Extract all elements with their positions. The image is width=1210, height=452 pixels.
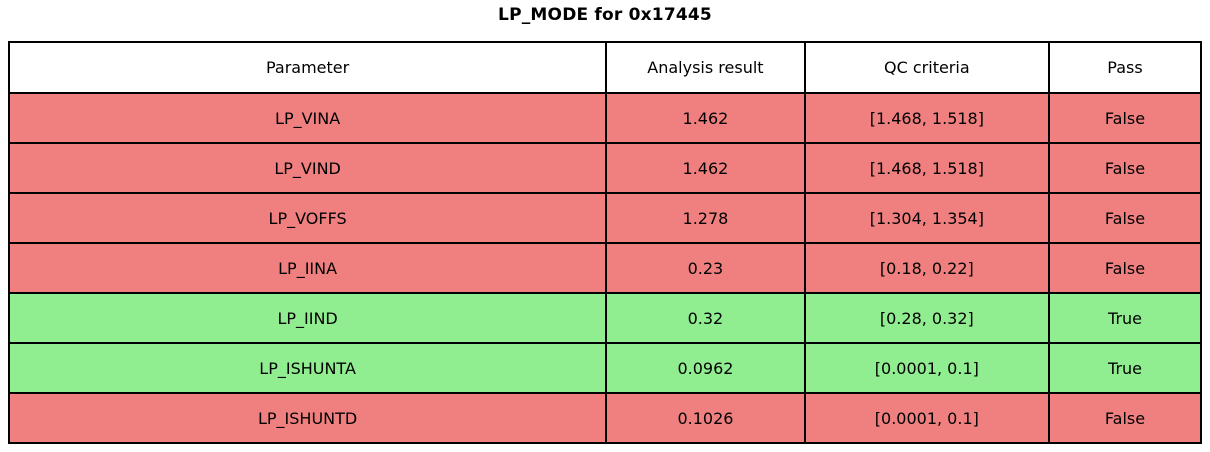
parameter-cell: LP_ISHUNTD <box>7 392 608 444</box>
pass-cell: True <box>1048 292 1202 344</box>
parameter-cell: LP_IINA <box>7 242 608 294</box>
table-header: Parameter Analysis result QC criteria Pa… <box>7 41 1202 94</box>
pass-cell: False <box>1048 92 1202 144</box>
analysis-result-cell: 1.278 <box>605 192 806 244</box>
analysis-result-cell: 0.23 <box>605 242 806 294</box>
column-header-qc-criteria: QC criteria <box>803 41 1051 94</box>
header-row: Parameter Analysis result QC criteria Pa… <box>7 41 1202 94</box>
column-header-parameter: Parameter <box>7 41 608 94</box>
qc-criteria-cell: [0.0001, 0.1] <box>803 342 1051 394</box>
parameter-cell: LP_VINA <box>7 92 608 144</box>
parameter-cell: LP_VIND <box>7 142 608 194</box>
chart-title: LP_MODE for 0x17445 <box>498 5 712 25</box>
table-row: LP_VOFFS 1.278 [1.304, 1.354] False <box>7 192 1202 244</box>
qc-criteria-cell: [1.468, 1.518] <box>803 92 1051 144</box>
qc-criteria-cell: [1.468, 1.518] <box>803 142 1051 194</box>
table-body: LP_VINA 1.462 [1.468, 1.518] False LP_VIND 1.… <box>7 92 1202 444</box>
qc-criteria-cell: [0.18, 0.22] <box>803 242 1051 294</box>
pass-cell: False <box>1048 392 1202 444</box>
table-row: LP_VIND 1.462 [1.468, 1.518] False <box>7 142 1202 194</box>
qc-results-table: Parameter Analysis result QC criteria Pa… <box>7 41 1202 444</box>
parameter-cell: LP_IIND <box>7 292 608 344</box>
parameter-cell: LP_ISHUNTA <box>7 342 608 394</box>
analysis-result-cell: 0.1026 <box>605 392 806 444</box>
table-row: LP_IIND 0.32 [0.28, 0.32] True <box>7 292 1202 344</box>
pass-cell: True <box>1048 342 1202 394</box>
table-row: LP_ISHUNTD 0.1026 [0.0001, 0.1] False <box>7 392 1202 444</box>
column-header-pass: Pass <box>1048 41 1202 94</box>
pass-cell: False <box>1048 242 1202 294</box>
analysis-result-cell: 1.462 <box>605 142 806 194</box>
table-row: LP_ISHUNTA 0.0962 [0.0001, 0.1] True <box>7 342 1202 394</box>
qc-criteria-cell: [1.304, 1.354] <box>803 192 1051 244</box>
table-row: LP_VINA 1.462 [1.468, 1.518] False <box>7 92 1202 144</box>
qc-criteria-cell: [0.28, 0.32] <box>803 292 1051 344</box>
analysis-result-cell: 1.462 <box>605 92 806 144</box>
pass-cell: False <box>1048 142 1202 194</box>
column-header-analysis-result: Analysis result <box>605 41 806 94</box>
analysis-result-cell: 0.0962 <box>605 342 806 394</box>
parameter-cell: LP_VOFFS <box>7 192 608 244</box>
pass-cell: False <box>1048 192 1202 244</box>
analysis-result-cell: 0.32 <box>605 292 806 344</box>
table-row: LP_IINA 0.23 [0.18, 0.22] False <box>7 242 1202 294</box>
qc-criteria-cell: [0.0001, 0.1] <box>803 392 1051 444</box>
